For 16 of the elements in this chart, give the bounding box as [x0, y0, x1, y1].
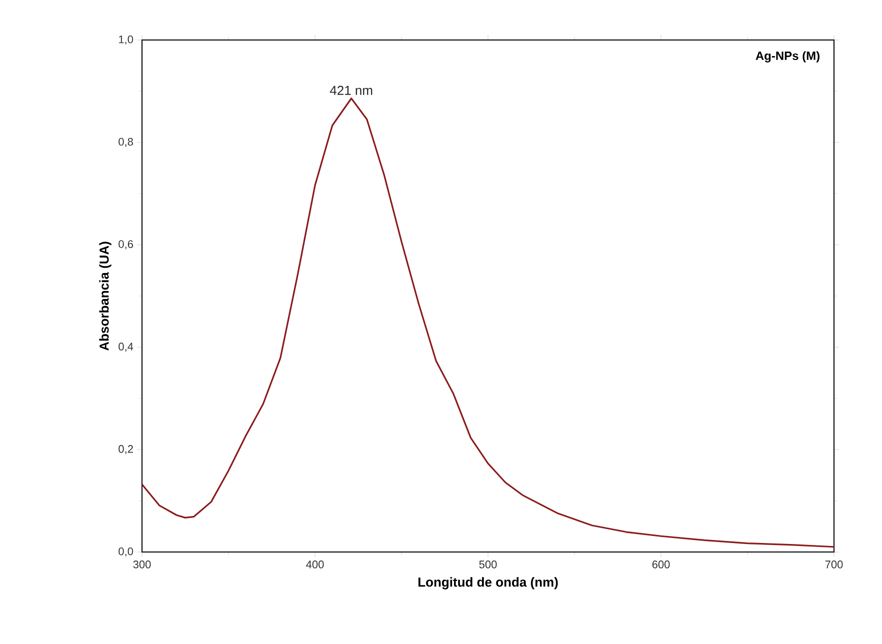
x-axis-title: Longitud de onda (nm) [418, 577, 558, 590]
y-axis-title: Absorbancia (UA) [99, 242, 112, 351]
y-tick-label: 0,8 [118, 138, 133, 147]
x-tick-label: 400 [306, 560, 324, 568]
annotation: Ag-NPs (M) [756, 51, 820, 62]
x-tick-label: 600 [652, 560, 670, 568]
line-series [142, 98, 834, 548]
y-tick-label: 0,6 [118, 240, 133, 250]
x-tick-label: 500 [479, 560, 497, 568]
y-tick-label: 1,0 [119, 35, 134, 45]
annotation: 421 nm [330, 86, 372, 95]
x-tick-label: 700 [825, 560, 843, 568]
y-tick-label: 0,4 [118, 342, 134, 352]
y-tick-label: 0,2 [118, 445, 133, 454]
y-tick-label: 0,0 [118, 547, 134, 557]
x-tick-label: 300 [133, 560, 151, 568]
